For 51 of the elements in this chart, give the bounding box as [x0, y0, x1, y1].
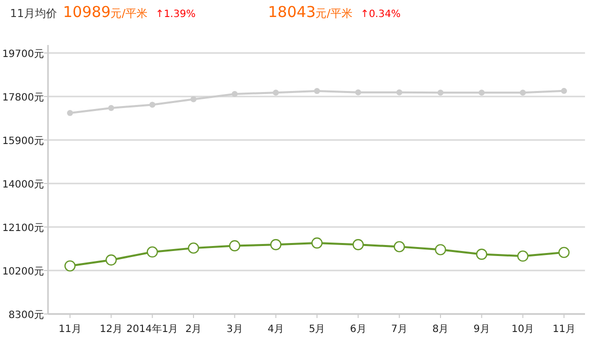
x-tick-label: 6月: [350, 324, 366, 335]
text: 11月均价: [10, 7, 57, 20]
x-tick-label: 11月: [58, 324, 82, 335]
point: [438, 90, 444, 96]
x-tick-label: 2014年1月: [126, 323, 178, 335]
text: ↑1.39%: [155, 9, 196, 20]
y-tick-label: 12100元: [2, 223, 44, 234]
point: [476, 248, 488, 260]
y-tick-label: 19700元: [2, 49, 44, 60]
x-tick-label: 2月: [185, 324, 202, 335]
point: [517, 250, 528, 262]
point: [64, 260, 76, 272]
point: [352, 239, 364, 250]
point: [520, 90, 526, 96]
text: 10989元/平米: [63, 3, 148, 21]
point: [229, 240, 240, 252]
x-tick-label: 10月: [511, 324, 534, 335]
point: [561, 88, 567, 94]
x-tick-label: 3月: [226, 324, 243, 335]
point: [232, 90, 238, 97]
x-tick-label: 4月: [268, 324, 284, 335]
x-tick-label: 12月: [100, 324, 123, 335]
y-tick-label: 14000元: [2, 180, 44, 190]
point: [314, 88, 320, 94]
text: ↑0.34%: [360, 9, 401, 20]
x-tick-label: 11月: [552, 324, 576, 335]
point: [146, 246, 158, 258]
y-tick-label: 8300元: [8, 310, 44, 321]
point: [394, 241, 405, 252]
x-tick-label: 5月: [308, 324, 326, 335]
point: [272, 90, 279, 96]
point: [108, 104, 114, 111]
point: [396, 89, 402, 96]
point: [311, 237, 323, 249]
point: [190, 96, 196, 102]
point: [558, 246, 570, 258]
point: [270, 239, 282, 250]
point: [67, 110, 73, 116]
y-tick-label: 15900元: [2, 136, 44, 147]
point: [355, 89, 362, 96]
x-tick-label: 8月: [432, 324, 449, 335]
point: [149, 102, 156, 108]
x-tick-label: 7月: [391, 324, 408, 335]
y-tick-label: 10200元: [2, 266, 44, 278]
point: [434, 244, 446, 256]
x-tick-label: 9月: [473, 324, 490, 335]
point: [188, 242, 200, 254]
text: 18043元/平米: [268, 3, 352, 21]
point: [106, 254, 117, 266]
y-tick-label: 17800元: [2, 92, 44, 104]
point: [478, 90, 485, 96]
